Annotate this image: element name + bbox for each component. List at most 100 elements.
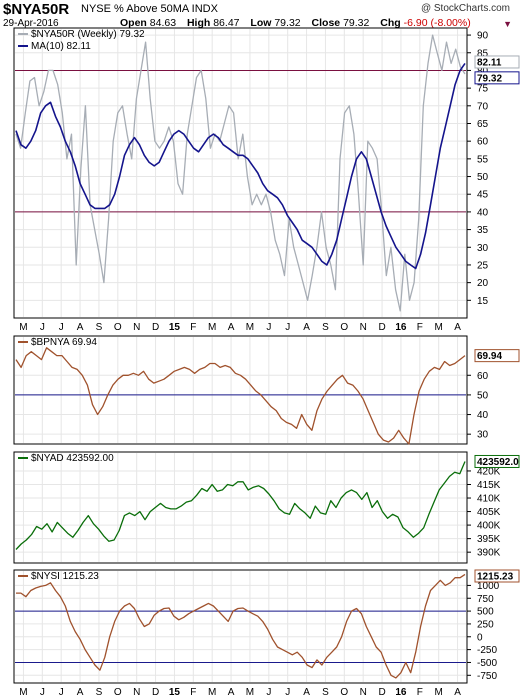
nysi-y-tick-label: -750 <box>477 671 497 682</box>
low-value: 79.32 <box>274 17 301 29</box>
main-month-label: 16 <box>395 322 407 333</box>
main-month-label: J <box>40 322 45 333</box>
main-legend-entry: $NYA50R (Weekly) 79.32 <box>31 29 145 40</box>
nyad-y-tick-label: 415K <box>477 480 501 491</box>
nysi-series-line-1 <box>16 573 466 679</box>
main-month-label: O <box>114 322 122 333</box>
high-value: 86.47 <box>213 17 240 29</box>
nysi-month-label: A <box>77 687 84 698</box>
ohlc-summary: Open 84.63 High 86.47 Low 79.32 Close 79… <box>120 17 471 29</box>
main-month-label: 15 <box>169 322 181 333</box>
main-y-tick-label: 45 <box>477 190 489 201</box>
nysi-y-tick-label: 1000 <box>477 581 500 592</box>
main-series-line-1 <box>15 34 466 312</box>
main-month-label: F <box>417 322 423 333</box>
nysi-panel-frame <box>13 569 468 684</box>
nyad-value-tag-box <box>474 454 520 468</box>
nysi-month-label: S <box>322 687 329 698</box>
nyad-y-tick-label: 390K <box>477 548 501 559</box>
bpnya-value-tag-box <box>474 349 520 363</box>
main-month-label: D <box>152 322 159 333</box>
main-legend-entry: MA(10) 82.11 <box>31 41 91 52</box>
chart-description: NYSE % Above 50MA INDX <box>81 3 218 15</box>
main-month-label: S <box>96 322 103 333</box>
nysi-legend-entry: $NYSI 1215.23 <box>31 571 99 582</box>
nysi-month-label: 16 <box>395 687 407 698</box>
main-month-label: A <box>77 322 84 333</box>
main-y-tick-label: 75 <box>477 84 489 95</box>
main-month-label: M <box>208 322 216 333</box>
nysi-month-label: D <box>152 687 159 698</box>
bpnya-y-tick-label: 60 <box>477 371 489 382</box>
nysi-month-label: A <box>228 687 235 698</box>
nysi-month-label: M <box>19 687 27 698</box>
main-y-tick-label: 70 <box>477 101 489 112</box>
nysi-month-label: A <box>454 687 461 698</box>
main-month-label: J <box>59 322 64 333</box>
open-label: Open <box>120 17 147 29</box>
nysi-month-label: M <box>246 687 254 698</box>
nysi-value-tag: 1215.23 <box>477 572 514 583</box>
bpnya-legend-entry: $BPNYA 69.94 <box>31 337 97 348</box>
main-month-label: O <box>340 322 348 333</box>
nysi-month-label: O <box>340 687 348 698</box>
main-month-label: A <box>303 322 310 333</box>
main-y-tick-label: 65 <box>477 119 489 130</box>
nysi-month-label: A <box>303 687 310 698</box>
nyad-series-line-1 <box>15 461 466 550</box>
main-y-tick-label: 55 <box>477 154 489 165</box>
main-y-tick-label: 25 <box>477 260 489 271</box>
close-value: 79.32 <box>343 17 370 29</box>
source-credit: @ StockCharts.com <box>420 3 510 14</box>
main-value-tag: 79.32 <box>477 73 502 84</box>
main-month-label: M <box>435 322 443 333</box>
bpnya-y-tick-label: 50 <box>477 390 489 401</box>
chart-date: 29-Apr-2016 <box>3 18 59 29</box>
main-month-label: A <box>228 322 235 333</box>
main-month-label: J <box>266 322 271 333</box>
chg-value: -6.90 (-8.00%) <box>403 17 471 29</box>
high-label: High <box>186 17 211 29</box>
chg-label: Chg <box>380 17 401 29</box>
open-value: 84.63 <box>149 17 177 29</box>
nysi-month-label: J <box>40 687 45 698</box>
nysi-month-label: M <box>435 687 443 698</box>
main-month-label: N <box>133 322 140 333</box>
main-value-tag-box <box>474 71 520 85</box>
nysi-y-tick-label: 750 <box>477 594 494 605</box>
main-y-tick-label: 85 <box>477 48 489 59</box>
nysi-month-label: 15 <box>169 687 181 698</box>
main-y-tick-label: 60 <box>477 137 489 148</box>
nysi-y-tick-label: -500 <box>477 658 497 669</box>
nysi-month-label: N <box>360 687 367 698</box>
caret-down-icon: ▼ <box>503 19 512 29</box>
nysi-y-tick-label: 250 <box>477 619 494 630</box>
nysi-y-tick-label: -250 <box>477 645 497 656</box>
main-month-label: F <box>190 322 196 333</box>
low-label: Low <box>250 17 272 29</box>
main-y-tick-label: 90 <box>477 31 489 42</box>
nysi-month-label: J <box>59 687 64 698</box>
close-label: Close <box>311 17 341 29</box>
main-month-label: M <box>19 322 27 333</box>
main-month-label: D <box>378 322 385 333</box>
main-y-tick-label: 40 <box>477 207 489 218</box>
nysi-month-label: N <box>133 687 140 698</box>
nyad-y-tick-label: 420K <box>477 466 501 477</box>
nyad-y-tick-label: 400K <box>477 521 501 532</box>
chart-symbol: $NYA50R <box>3 1 70 18</box>
main-series-line-2 <box>15 62 466 270</box>
nysi-month-label: F <box>190 687 196 698</box>
main-month-label: J <box>285 322 290 333</box>
nysi-y-tick-label: 500 <box>477 607 494 618</box>
bpnya-series-line-1 <box>15 347 466 445</box>
bpnya-panel-frame <box>13 335 468 445</box>
nyad-legend-entry: $NYAD 423592.00 <box>31 453 114 464</box>
main-month-label: A <box>454 322 461 333</box>
nyad-panel-frame <box>13 451 468 564</box>
nysi-value-tag-box <box>474 569 520 583</box>
bpnya-y-tick-label: 40 <box>477 410 489 421</box>
main-value-tag-box <box>474 55 520 69</box>
nysi-month-label: O <box>114 687 122 698</box>
main-y-tick-label: 15 <box>477 296 489 307</box>
